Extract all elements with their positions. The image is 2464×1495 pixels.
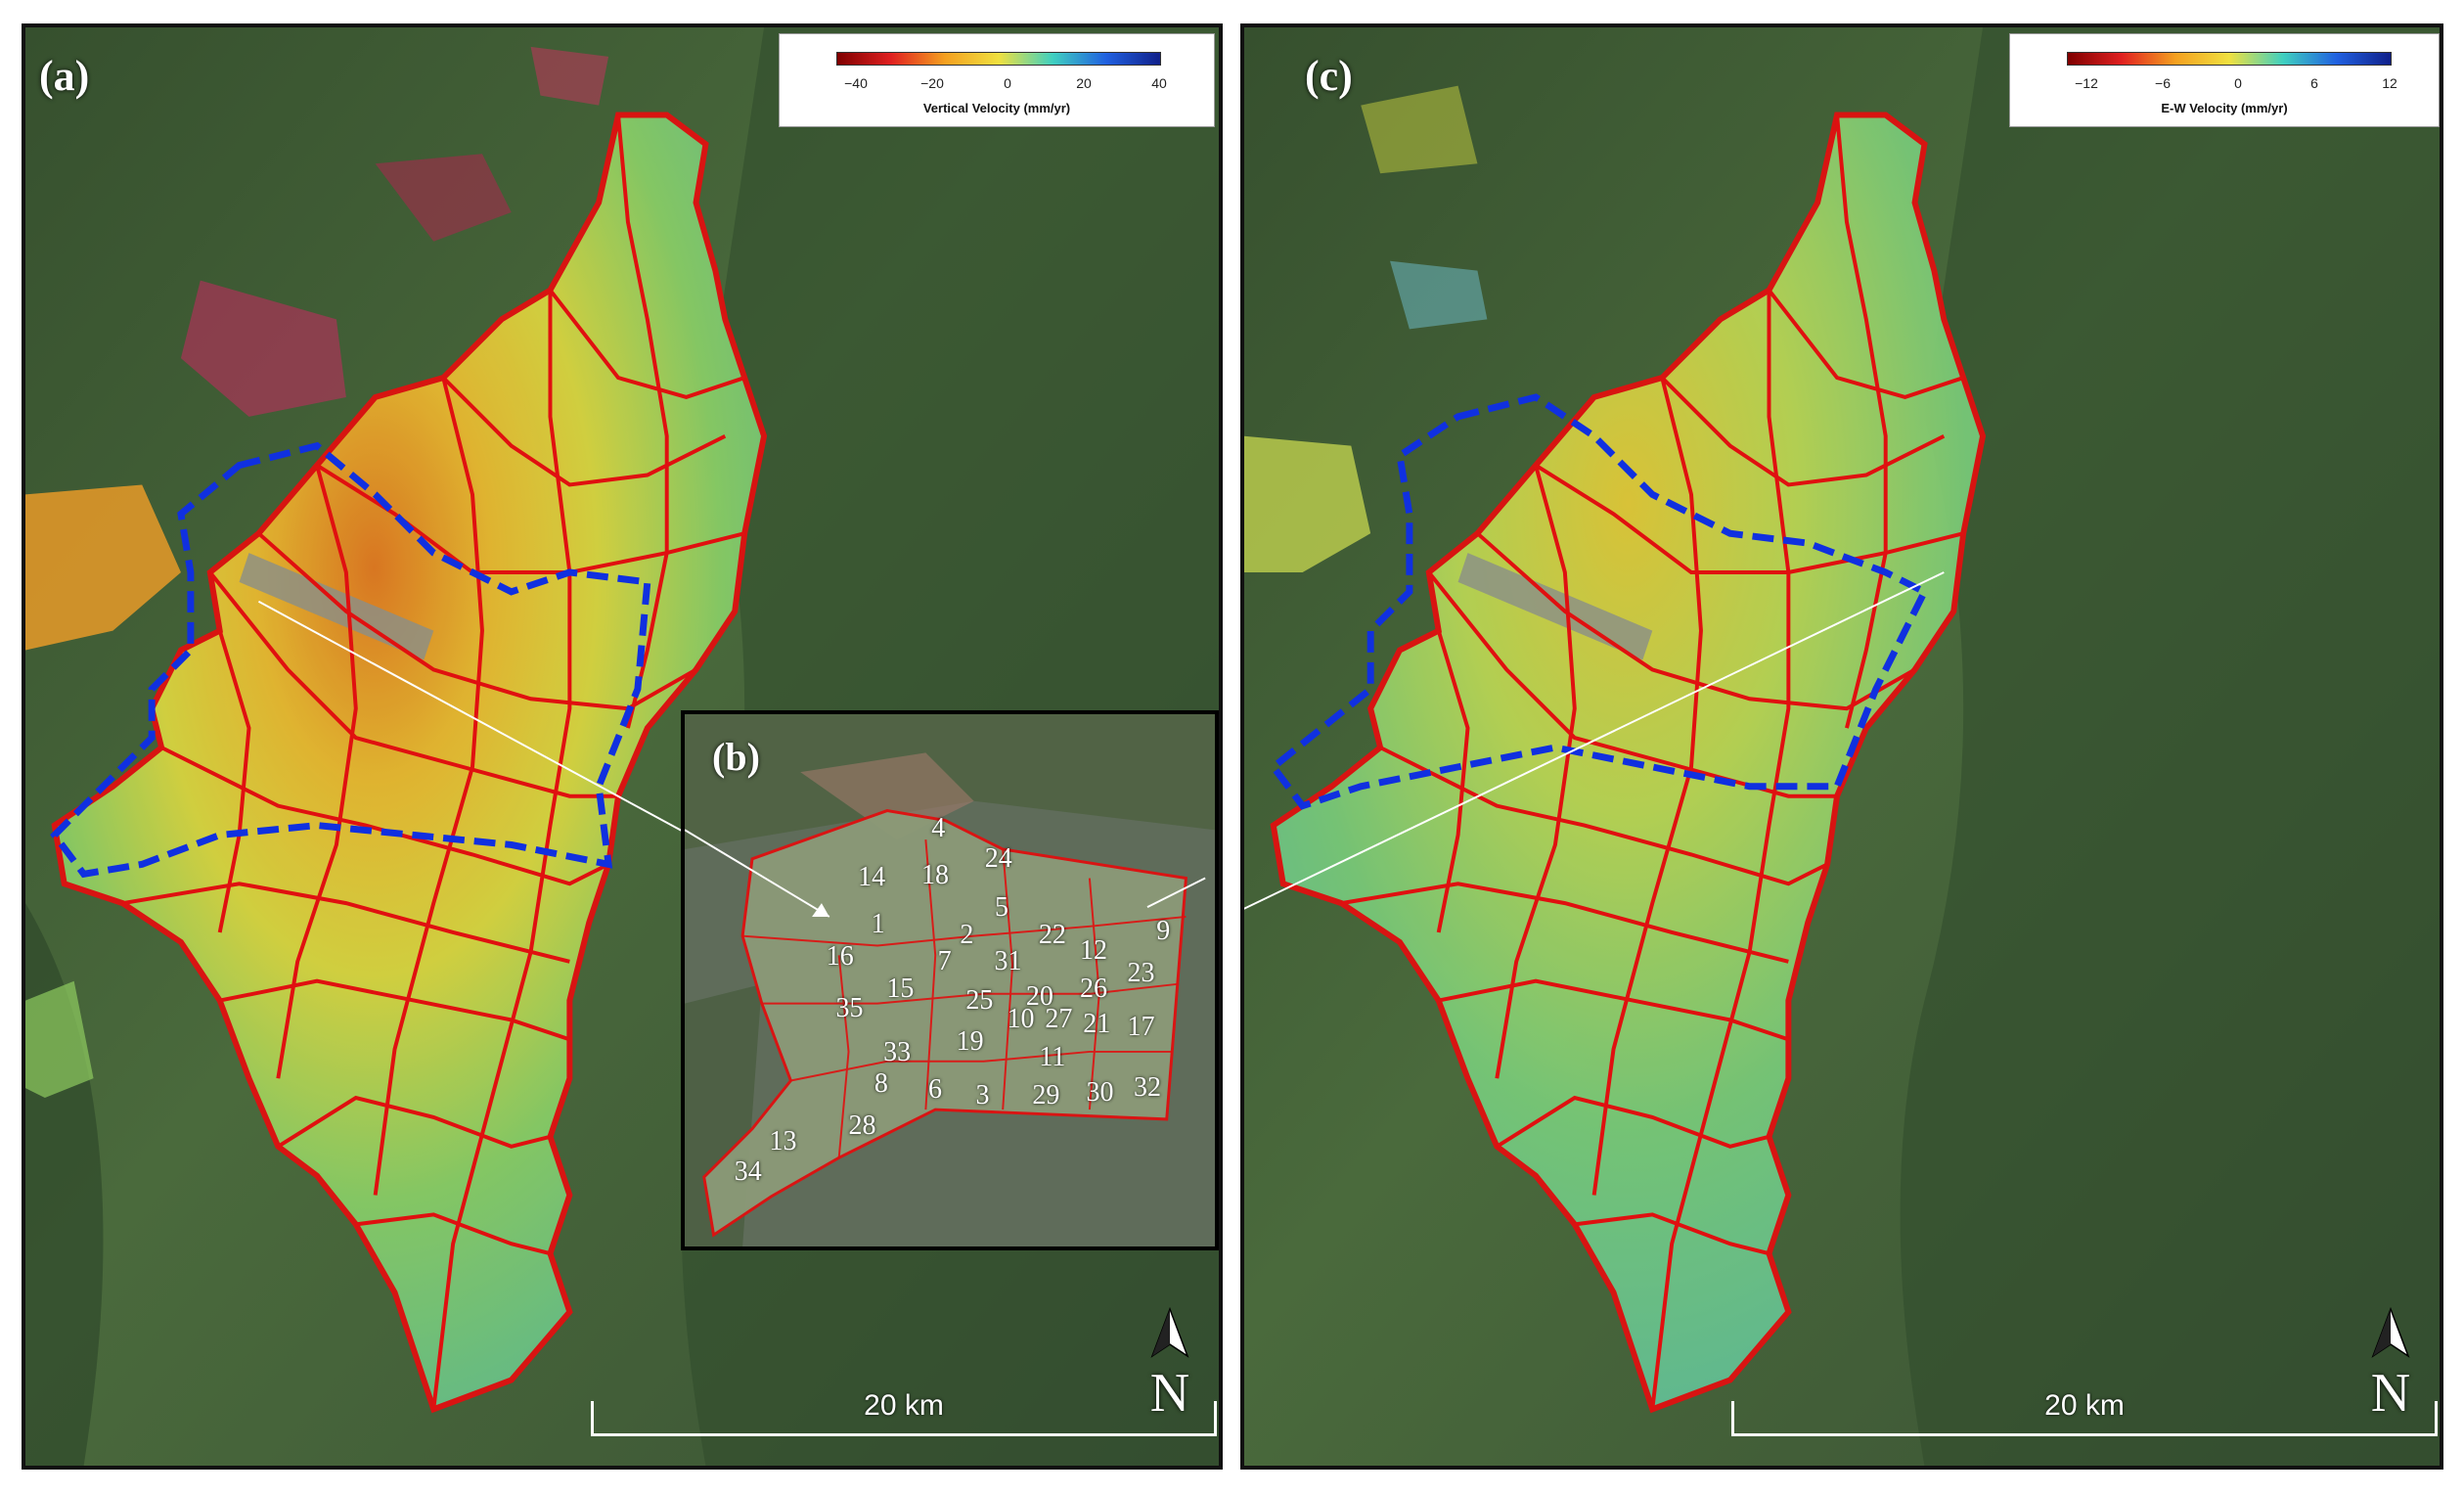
locality-number-20: 20 — [1025, 980, 1053, 1012]
colorbar-a — [836, 52, 1161, 66]
subsidence-zone-c — [1269, 393, 1930, 810]
inset-panel-b: (b) 1 2 3 4 5 6 7 8 9 10 11 12 13 14 15 16 17 18 19 20 21 22 2… — [681, 710, 1219, 1250]
legend-tick: −6 — [2155, 75, 2171, 91]
north-arrow-a: N — [1141, 1305, 1199, 1424]
locality-number-34: 34 — [734, 1156, 762, 1187]
inset-link-c — [1244, 571, 1945, 910]
colorbar-legend-a: −40 −20 0 20 40 Vertical Velocity (mm/yr… — [779, 33, 1215, 127]
panel-label-c: (c) — [1305, 52, 1353, 100]
locality-number-28: 28 — [848, 1110, 876, 1142]
locality-number-19: 19 — [956, 1026, 984, 1058]
locality-number-22: 22 — [1038, 920, 1066, 951]
locality-number-8: 8 — [874, 1067, 888, 1099]
locality-number-9: 9 — [1156, 915, 1171, 946]
colorbar-c — [2067, 52, 2392, 66]
locality-number-18: 18 — [920, 860, 949, 891]
north-arrow-c: N — [2361, 1305, 2420, 1424]
locality-number-26: 26 — [1079, 973, 1107, 1004]
locality-number-32: 32 — [1134, 1072, 1162, 1104]
north-arrow-icon — [1150, 1306, 1189, 1358]
legend-tick: 0 — [1004, 75, 1011, 91]
legend-tick: 40 — [1151, 75, 1167, 91]
inset-map-b — [685, 714, 1215, 1246]
locality-boundaries-a — [122, 114, 745, 1410]
legend-tick: −40 — [844, 75, 868, 91]
colorbar-legend-c: −12 −6 0 6 12 E-W Velocity (mm/yr) — [2009, 33, 2440, 127]
locality-number-27: 27 — [1045, 1004, 1073, 1034]
locality-number-2: 2 — [960, 920, 974, 951]
subsidence-zone-a — [50, 441, 651, 879]
north-arrow-icon — [2371, 1306, 2410, 1358]
locality-number-7: 7 — [937, 945, 952, 976]
panel-label-a: (a) — [39, 52, 90, 100]
locality-number-1: 1 — [871, 909, 885, 940]
locality-number-16: 16 — [826, 941, 854, 973]
legend-title-c: E-W Velocity (mm/yr) — [2161, 101, 2288, 115]
locality-number-25: 25 — [965, 985, 994, 1017]
locality-number-6: 6 — [927, 1073, 942, 1105]
panel-a-vertical-velocity-map: (a) −40 −20 0 20 40 Vertical Velocity (m… — [22, 23, 1223, 1470]
map-c — [1244, 27, 2440, 1466]
locality-number-4: 4 — [931, 813, 946, 843]
locality-boundaries-c — [1341, 114, 1964, 1410]
locality-number-11: 11 — [1039, 1042, 1066, 1072]
panel-c-ew-velocity-map: (c) −12 −6 0 6 12 E-W Velocity (mm/yr) N… — [1240, 23, 2443, 1470]
scale-bar-c: 20 km — [1731, 1389, 2438, 1444]
locality-number-31: 31 — [994, 945, 1022, 976]
locality-number-29: 29 — [1032, 1080, 1060, 1110]
locality-number-10: 10 — [1007, 1004, 1035, 1034]
locality-number-14: 14 — [858, 861, 886, 892]
legend-tick: 6 — [2310, 75, 2318, 91]
legend-tick: −20 — [920, 75, 944, 91]
legend-tick: 20 — [1076, 75, 1092, 91]
legend-tick: −12 — [2075, 75, 2098, 91]
scale-bar-a: 20 km — [591, 1389, 1217, 1444]
locality-number-23: 23 — [1127, 958, 1155, 989]
city-boundary-a — [51, 112, 768, 1414]
scale-label-c: 20 km — [2044, 1389, 2125, 1422]
north-label-c: N — [2370, 1363, 2411, 1424]
locality-number-13: 13 — [769, 1125, 797, 1156]
locality-number-5: 5 — [995, 892, 1008, 924]
locality-number-3: 3 — [975, 1080, 990, 1110]
locality-number-17: 17 — [1127, 1011, 1155, 1042]
locality-number-21: 21 — [1083, 1008, 1111, 1039]
locality-number-12: 12 — [1079, 934, 1107, 966]
legend-title-a: Vertical Velocity (mm/yr) — [922, 101, 1071, 115]
legend-tick: 0 — [2234, 75, 2242, 91]
locality-number-30: 30 — [1086, 1076, 1114, 1108]
scale-label-a: 20 km — [864, 1389, 944, 1422]
locality-number-33: 33 — [883, 1037, 912, 1068]
locality-number-15: 15 — [886, 973, 915, 1004]
outer-subsidence-west — [25, 484, 181, 651]
locality-number-24: 24 — [984, 843, 1012, 875]
legend-tick: 12 — [2382, 75, 2397, 91]
north-label-a: N — [1149, 1363, 1190, 1424]
locality-number-35: 35 — [835, 993, 864, 1024]
panel-label-b: (b) — [712, 735, 760, 779]
